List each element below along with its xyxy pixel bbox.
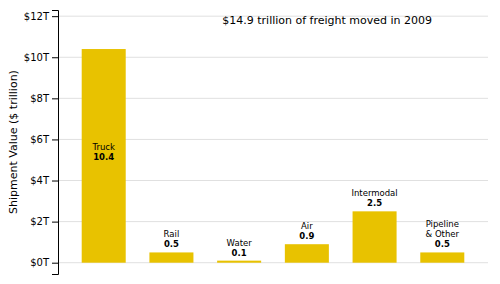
category-label-line: Intermodal [351, 188, 397, 198]
category-label-line: Rail [164, 229, 180, 239]
category-label: Water [227, 238, 253, 248]
tick: $4T [30, 175, 58, 186]
axis-line [52, 11, 59, 275]
category-label-line: Truck [91, 142, 114, 152]
chart: $0T$2T$4T$6T$8T$10T$12TTruck10.4Rail0.5W… [0, 0, 500, 284]
tick-label: $10T [24, 52, 50, 63]
bar [285, 244, 329, 262]
plot: $0T$2T$4T$6T$8T$10T$12TTruck10.4Rail0.5W… [24, 11, 488, 275]
y-axis-title: Shipment Value ($ trillion) [7, 70, 20, 214]
data-label: 0.5 [164, 239, 179, 249]
category-label-line: Water [227, 238, 253, 248]
bar [217, 261, 261, 263]
bar [82, 49, 126, 263]
data-label: 0.5 [435, 239, 450, 249]
tick: $6T [30, 134, 58, 145]
tick-mark [52, 263, 58, 264]
tick-mark [52, 139, 58, 140]
category-label: Pipeline& Other [426, 219, 460, 239]
y-axis: $0T $2T $4T $6T $8T $10T $12T [24, 11, 59, 275]
tick-mark [52, 181, 58, 182]
tick-mark [52, 98, 58, 99]
category-label: Intermodal [351, 188, 397, 198]
category-label-line: Pipeline [426, 219, 459, 229]
tick: $10T [24, 52, 58, 63]
data-label: 10.4 [93, 152, 114, 162]
bar [420, 252, 464, 262]
tick-label: $4T [30, 175, 50, 186]
category-label-line: Air [301, 221, 313, 231]
annotation: $14.9 trillion of freight moved in 2009 [222, 14, 432, 27]
category-label: Rail [164, 229, 180, 239]
data-labels: Truck10.4Rail0.5Water0.1Air0.9Intermodal… [91, 142, 459, 258]
tick: $0T [30, 257, 58, 268]
data-label: 0.9 [299, 231, 314, 241]
tick-label: $12T [24, 11, 50, 22]
tick-mark [52, 57, 58, 58]
data-label: 2.5 [367, 198, 382, 208]
category-label: Air [301, 221, 313, 231]
tick-label: $0T [30, 257, 50, 268]
category-label: Truck [91, 142, 114, 152]
tick-label: $2T [30, 216, 50, 227]
bars [82, 49, 465, 263]
data-label: 0.1 [232, 248, 247, 258]
tick: $8T [30, 93, 58, 104]
grid [58, 16, 488, 263]
tick: $2T [30, 216, 58, 227]
bar [149, 252, 193, 262]
tick-label: $8T [30, 93, 50, 104]
category-label-line: & Other [426, 229, 460, 239]
tick-label: $6T [30, 134, 50, 145]
tick-mark [52, 16, 58, 17]
tick-mark [52, 222, 58, 223]
tick: $12T [24, 11, 58, 22]
bar [353, 211, 397, 262]
